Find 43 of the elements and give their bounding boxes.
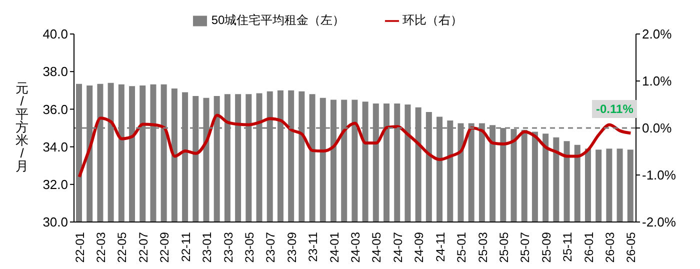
x-tick-label: 22-07 [136,232,150,263]
x-tick-label: 25-01 [454,232,469,263]
y2-tick-label: -2.0% [642,214,676,230]
y-tick-label: 34.0 [42,139,68,154]
x-tick-label: 25-03 [476,232,490,263]
x-tick-label: 26-01 [582,232,596,263]
x-tick-label: 24-07 [390,232,405,263]
line-series [78,114,632,178]
x-tick-label: 26-03 [603,232,618,263]
y-tick-label: 30.0 [42,214,68,230]
y2-tick-label: 1.0% [642,74,672,89]
x-tick-label: 24-03 [348,232,363,263]
y2-tick-label: 0.0% [642,120,672,136]
x-tick-label: 24-11 [433,232,448,262]
y-axis-title: 元/平方米/月 [16,80,28,174]
x-tick-label: 23-01 [200,232,214,263]
y-tick-label: 40.0 [42,26,68,42]
x-tick-label: 23-11 [306,232,320,262]
y-tick-label: 32.0 [42,177,68,192]
x-tick-label: 23-07 [264,232,278,263]
y2-tick-label: 2.0% [642,26,672,42]
x-tick-label: 23-05 [242,232,256,263]
x-tick-label: 25-07 [518,232,532,263]
x-tick-label: 25-09 [539,232,554,263]
x-tick-label: 22-11 [178,232,193,262]
annotation: -0.11% [592,100,638,118]
x-tick-label: 22-09 [158,232,172,263]
legend-label: 50城住宅平均租金（左） [211,13,345,27]
x-tick-label: 22-05 [115,232,130,263]
y-tick-label: 38.0 [42,64,68,80]
x-tick-label: 26-05 [624,232,638,263]
x-tick-label: 23-09 [284,232,299,263]
x-tick-label: 25-05 [496,232,511,263]
y2-tick-label: -1.0% [642,168,676,183]
x-tick-label: 24-09 [412,232,426,263]
x-tick-label: 22-03 [94,232,108,263]
y-tick-label: 36.0 [42,102,68,117]
x-tick-label: 23-03 [221,232,236,263]
legend-label: 环比（右） [402,13,463,27]
x-tick-label: 22-01 [72,232,87,263]
x-tick-label: 25-11 [560,232,575,262]
x-tick-label: 24-05 [370,232,384,263]
x-tick-label: 24-01 [327,232,342,263]
